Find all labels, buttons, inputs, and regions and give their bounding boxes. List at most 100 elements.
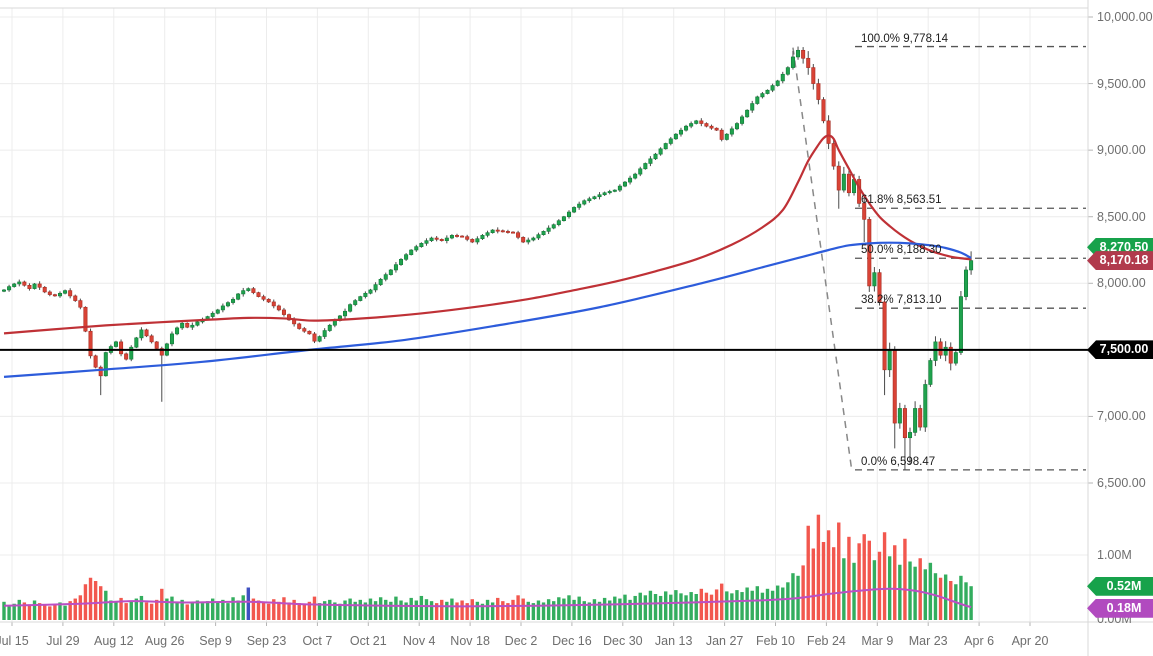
- candle-down: [271, 301, 276, 307]
- candle-up: [409, 249, 414, 255]
- candle-down: [276, 305, 281, 311]
- candle-up: [796, 49, 801, 58]
- ma-slow-line: [3, 241, 972, 378]
- candle-up: [668, 138, 673, 144]
- candle-down: [261, 296, 266, 300]
- volume-bar: [501, 601, 505, 620]
- x-axis-label: Oct 7: [302, 634, 333, 648]
- candle-down: [806, 57, 811, 68]
- candle-up: [399, 259, 404, 265]
- candle-up: [622, 181, 627, 187]
- candle-up: [103, 352, 108, 377]
- volume-bar: [633, 595, 637, 620]
- volume-bar: [114, 602, 118, 620]
- x-axis-label: Aug 26: [144, 634, 185, 648]
- volume-bar: [394, 596, 398, 620]
- candle-up: [378, 278, 383, 285]
- volume-bar: [536, 600, 541, 620]
- candle-down: [144, 329, 149, 337]
- candle-down: [88, 330, 93, 357]
- volume-bar: [857, 543, 861, 620]
- volume-bar: [246, 587, 251, 620]
- candle-down: [37, 283, 42, 288]
- candle-down: [918, 408, 923, 428]
- volume-ma-line: [3, 587, 972, 608]
- volume-bar: [32, 600, 37, 620]
- x-axis-label: Oct 21: [349, 634, 387, 648]
- candle-up: [745, 109, 750, 118]
- candle-up: [241, 290, 246, 295]
- volume-bar: [73, 598, 77, 620]
- candle-up: [592, 196, 597, 200]
- candle-up: [617, 185, 622, 191]
- candle-up: [602, 192, 607, 196]
- candle-up: [724, 133, 729, 140]
- volume-bar: [404, 602, 408, 620]
- volume-bar: [842, 558, 846, 620]
- candle-down: [505, 231, 510, 233]
- volume-bar: [2, 601, 6, 620]
- volume-bar: [516, 595, 520, 620]
- volume-bar: [368, 598, 373, 620]
- candle-up: [928, 360, 933, 385]
- candle-up: [587, 198, 592, 202]
- candle-down: [154, 341, 159, 349]
- candle-down: [821, 99, 826, 122]
- volume-bar: [170, 596, 174, 620]
- candle-up: [546, 227, 551, 232]
- candle-up: [770, 85, 775, 91]
- candle-up: [566, 211, 571, 218]
- volume-bar: [414, 600, 418, 620]
- candle-up: [760, 93, 765, 98]
- volume-bar: [88, 577, 93, 620]
- candle-up: [317, 336, 322, 342]
- candle-up: [729, 128, 734, 135]
- candle-down: [42, 286, 47, 293]
- candle-up: [322, 330, 327, 337]
- volume-bar: [490, 602, 495, 620]
- candle-up: [958, 296, 963, 353]
- volume-bar: [307, 601, 312, 620]
- volume-bar: [557, 597, 561, 620]
- candle-down: [27, 284, 32, 289]
- volume-bar: [373, 601, 378, 620]
- candle-up: [658, 148, 663, 155]
- volume-bar: [689, 592, 693, 620]
- x-axis-label: Dec 2: [504, 634, 538, 648]
- volume-bar: [709, 594, 714, 620]
- x-axis-label: Jul 15: [0, 634, 29, 648]
- volume-bar: [613, 596, 617, 620]
- volume-bar: [847, 536, 851, 620]
- candle-down: [124, 353, 129, 360]
- volume-bar: [134, 598, 139, 620]
- candle-up: [673, 133, 678, 140]
- volume-bar: [475, 601, 480, 620]
- volume-bar: [465, 603, 469, 620]
- volume-bar: [205, 601, 210, 620]
- candle-down: [455, 235, 460, 237]
- candle-up: [684, 125, 689, 131]
- volume-bar: [63, 605, 67, 620]
- candle-down: [495, 229, 500, 232]
- volume-bar: [277, 601, 281, 620]
- x-axis-label: Sep 9: [199, 634, 232, 648]
- candle-up: [180, 322, 185, 329]
- volume-bar: [770, 590, 775, 620]
- candle-up: [353, 300, 358, 305]
- volume-bar: [867, 540, 871, 620]
- volume-axis-label: 1.00M: [1097, 548, 1132, 562]
- candle-up: [236, 293, 241, 300]
- candle-down: [93, 355, 98, 368]
- y-axis-label: 9,000.00: [1097, 143, 1146, 158]
- volume-bar: [725, 591, 729, 620]
- candle-down: [281, 309, 286, 315]
- fib-trendline: [792, 47, 853, 469]
- volume-bar: [180, 599, 184, 620]
- volume-bar: [898, 564, 902, 620]
- volume-bar: [429, 601, 434, 620]
- volume-bar: [470, 599, 474, 620]
- candle-up: [908, 432, 913, 439]
- volume-bar: [597, 601, 602, 620]
